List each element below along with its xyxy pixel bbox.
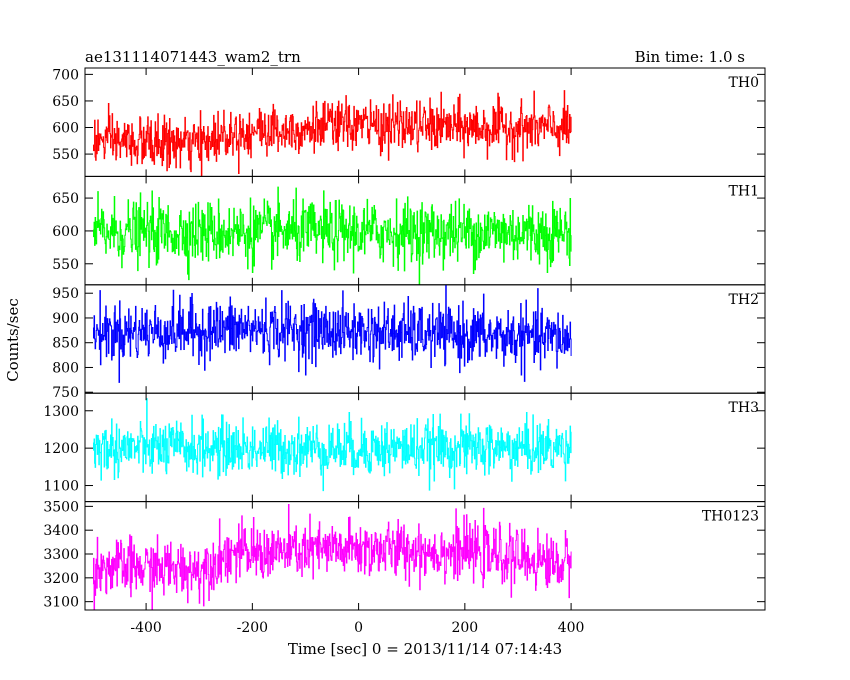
y-tick-label: 550 bbox=[52, 257, 79, 273]
x-tick-label: 200 bbox=[451, 620, 478, 636]
series-line-th2 bbox=[92, 284, 572, 383]
y-tick-label: 3300 bbox=[43, 547, 79, 563]
panel-label-th0: TH0 bbox=[729, 75, 759, 91]
panels-group: 550 600 650 700 TH0 550 600 650 TH1 750 800 850 900 9… bbox=[43, 67, 766, 636]
y-tick-label: 850 bbox=[52, 336, 79, 352]
y-tick-label: 600 bbox=[52, 224, 79, 240]
y-tick-label: 650 bbox=[52, 191, 79, 207]
y-tick-label: 3100 bbox=[43, 595, 79, 611]
x-tick-label: -400 bbox=[130, 620, 161, 636]
chart-title: ae131114071443_wam2_trn bbox=[85, 48, 301, 66]
y-tick-label: 3200 bbox=[43, 571, 79, 587]
y-tick-label: 1300 bbox=[43, 404, 79, 420]
y-tick-label: 800 bbox=[52, 360, 79, 376]
series-line-th1 bbox=[92, 186, 572, 285]
x-tick-label: 0 bbox=[354, 620, 363, 636]
y-tick-label: 1200 bbox=[43, 441, 79, 457]
panel-th0123: 3100 3200 3300 3400 3500 TH0123 bbox=[43, 499, 766, 611]
panel-th1: 550 600 650 TH1 bbox=[52, 175, 766, 286]
y-tick-label: 700 bbox=[52, 67, 79, 83]
y-tick-label: 650 bbox=[52, 94, 79, 110]
y-tick-label: 3400 bbox=[43, 523, 79, 539]
y-tick-label: 1100 bbox=[43, 479, 79, 495]
y-tick-label: 550 bbox=[52, 147, 79, 163]
y-tick-label: 900 bbox=[52, 311, 79, 327]
panel-th3: 1100 1200 1300 TH3 bbox=[43, 392, 766, 503]
panel-label-th0123: TH0123 bbox=[702, 509, 759, 525]
bin-time-label: Bin time: 1.0 s bbox=[635, 48, 745, 66]
x-tick-label: -200 bbox=[237, 620, 268, 636]
y-tick-label: 950 bbox=[52, 286, 79, 302]
y-tick-label: 750 bbox=[52, 385, 79, 401]
series-line-th0 bbox=[92, 90, 572, 177]
series-line-th3 bbox=[92, 398, 572, 492]
y-axis-label: Counts/sec bbox=[4, 298, 22, 382]
x-axis-label: Time [sec] 0 = 2013/11/14 07:14:43 bbox=[288, 640, 562, 658]
panel-label-th3: TH3 bbox=[729, 400, 759, 416]
series-line-th0123 bbox=[92, 504, 572, 611]
panel-label-th2: TH2 bbox=[729, 292, 759, 308]
y-tick-label: 600 bbox=[52, 121, 79, 137]
x-tick-label: 400 bbox=[558, 620, 585, 636]
panel-th2: 750 800 850 900 950 TH2 bbox=[52, 284, 766, 401]
panel-th0: 550 600 650 700 TH0 bbox=[52, 67, 766, 177]
panel-label-th1: TH1 bbox=[729, 183, 759, 199]
panel-frame bbox=[84, 67, 766, 177]
panel-frame bbox=[84, 501, 766, 611]
y-tick-label: 3500 bbox=[43, 499, 79, 515]
